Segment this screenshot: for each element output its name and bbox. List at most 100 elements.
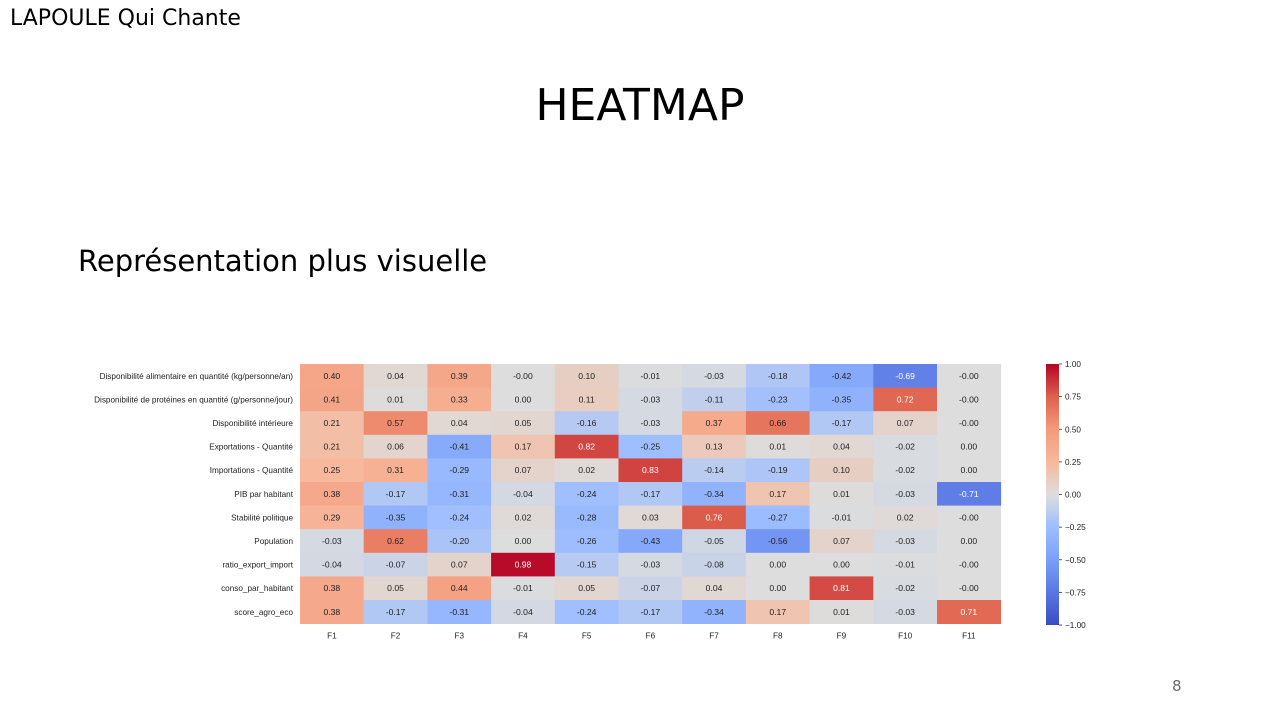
heatmap-value-r9-c2: -0.07 xyxy=(386,560,406,570)
column-label-F6: F6 xyxy=(646,632,656,641)
heatmap-value-r3-c11: -0.00 xyxy=(959,418,979,428)
heatmap-value-r7-c1: 0.29 xyxy=(323,512,340,522)
heatmap-value-r6-c5: -0.24 xyxy=(577,489,597,499)
heatmap-cell-r1-c7 xyxy=(682,364,747,388)
colorbar-tick-label-7: −0.50 xyxy=(1065,556,1086,565)
row-label-7: Stabilité politique xyxy=(231,513,293,522)
heatmap-cell-r1-c11 xyxy=(937,364,1002,388)
heatmap-cell-r11-c9 xyxy=(809,600,874,624)
heatmap-cell-r10-c5 xyxy=(554,576,619,601)
heatmap-cell-r8-c6 xyxy=(618,529,683,554)
heatmap-value-r5-c9: 0.10 xyxy=(833,465,850,475)
heatmap-value-r5-c1: 0.25 xyxy=(323,465,340,475)
heatmap-cell-r7-c8 xyxy=(745,505,810,530)
heatmap-value-r11-c8: 0.17 xyxy=(769,607,786,617)
heatmap-cell-r11-c2 xyxy=(363,600,428,624)
heatmap-cell-r7-c2 xyxy=(363,505,428,530)
heatmap-cell-r10-c3 xyxy=(427,576,492,601)
heatmap-cell-r5-c7 xyxy=(682,458,747,483)
row-label-11: score_agro_eco xyxy=(234,608,293,617)
slide-title: HEATMAP xyxy=(535,80,745,131)
heatmap-value-r10-c1: 0.38 xyxy=(323,583,340,593)
row-label-9: ratio_export_import xyxy=(222,561,293,570)
column-label-F7: F7 xyxy=(709,632,719,641)
heatmap-value-r10-c7: 0.04 xyxy=(706,583,723,593)
heatmap-value-r9-c5: -0.15 xyxy=(577,560,597,570)
colorbar-tick-label-6: −0.25 xyxy=(1065,523,1086,532)
heatmap-value-r2-c7: -0.11 xyxy=(705,394,724,404)
heatmap-value-r6-c1: 0.38 xyxy=(323,489,340,499)
heatmap-cell-r10-c11 xyxy=(937,576,1002,601)
heatmap-cell-r6-c8 xyxy=(745,482,810,506)
heatmap-cell-r4-c3 xyxy=(427,434,492,459)
heatmap-cell-r8-c1 xyxy=(300,529,365,554)
heatmap-value-r9-c11: -0.00 xyxy=(959,560,979,570)
heatmap-cell-r9-c6 xyxy=(618,552,683,577)
heatmap-cell-r1-c9 xyxy=(809,364,874,388)
brand-name: LAPOULE Qui Chante xyxy=(10,6,241,31)
heatmap-value-r7-c10: 0.02 xyxy=(897,512,914,522)
heatmap-cell-r9-c8 xyxy=(745,552,810,577)
heatmap-cell-r5-c10 xyxy=(873,458,938,483)
heatmap-value-r6-c2: -0.17 xyxy=(386,489,406,499)
heatmap-cell-r2-c6 xyxy=(618,387,683,412)
row-label-10: conso_par_habitant xyxy=(221,584,294,593)
heatmap-value-r5-c7: -0.14 xyxy=(704,465,724,475)
heatmap-cell-r10-c4 xyxy=(491,576,556,601)
heatmap-cell-r4-c8 xyxy=(745,434,810,459)
heatmap-value-r10-c5: 0.05 xyxy=(578,583,595,593)
heatmap-value-r8-c6: -0.43 xyxy=(641,536,661,546)
heatmap-value-r1-c1: 0.40 xyxy=(323,371,340,381)
heatmap-value-r3-c3: 0.04 xyxy=(451,418,468,428)
heatmap-cell-r5-c5 xyxy=(554,458,619,483)
heatmap-cell-r5-c4 xyxy=(491,458,556,483)
heatmap-cell-r11-c7 xyxy=(682,600,747,624)
heatmap-value-r11-c9: 0.01 xyxy=(833,607,850,617)
slide-subtitle: Représentation plus visuelle xyxy=(78,244,488,278)
heatmap-value-r10-c10: -0.02 xyxy=(895,583,915,593)
heatmap-cell-r10-c6 xyxy=(618,576,683,601)
heatmap-cell-r4-c2 xyxy=(363,434,428,459)
heatmap-cell-r2-c7 xyxy=(682,387,747,412)
heatmap-cell-r6-c7 xyxy=(682,482,747,506)
heatmap-cell-r3-c9 xyxy=(809,411,874,436)
heatmap-cell-r11-c11 xyxy=(937,600,1002,624)
heatmap-cell-r3-c1 xyxy=(300,411,365,436)
heatmap-cell-r4-c6 xyxy=(618,434,683,459)
colorbar-tick-label-8: −0.75 xyxy=(1065,588,1086,597)
heatmap-cell-r1-c2 xyxy=(363,364,428,388)
heatmap-value-r1-c7: -0.03 xyxy=(704,371,724,381)
heatmap-cell-r2-c2 xyxy=(363,387,428,412)
heatmap-cell-r5-c1 xyxy=(300,458,365,483)
colorbar-tick-label-5: 0.00 xyxy=(1065,491,1081,500)
heatmap-value-r5-c3: -0.29 xyxy=(449,465,469,475)
heatmap-cell-r6-c5 xyxy=(554,482,619,506)
heatmap-value-r3-c4: 0.05 xyxy=(515,418,532,428)
heatmap-value-r7-c8: -0.27 xyxy=(768,512,788,522)
heatmap-value-r4-c10: -0.02 xyxy=(895,442,915,452)
heatmap-cell-r7-c5 xyxy=(554,505,619,530)
heatmap-cell-r8-c2 xyxy=(363,529,428,554)
heatmap-value-r5-c4: 0.07 xyxy=(515,465,532,475)
heatmap-value-r4-c4: 0.17 xyxy=(515,442,532,452)
heatmap-value-r4-c7: 0.13 xyxy=(706,442,723,452)
heatmap-value-r7-c11: -0.00 xyxy=(959,512,979,522)
heatmap-cell-r2-c11 xyxy=(937,387,1002,412)
heatmap-cell-r4-c9 xyxy=(809,434,874,459)
heatmap-value-r1-c2: 0.04 xyxy=(387,371,404,381)
heatmap-value-r3-c8: 0.66 xyxy=(769,418,786,428)
colorbar-ticks: 1.00 0.75 0.50 0.25 0.00 −0.25 −0.50 −0.75 −1.00 xyxy=(1059,360,1086,630)
column-label-F3: F3 xyxy=(454,632,464,641)
heatmap-cell-r10-c2 xyxy=(363,576,428,601)
heatmap-cell-r11-c3 xyxy=(427,600,492,624)
column-label-F1: F1 xyxy=(327,632,337,641)
heatmap-value-r4-c5: 0.82 xyxy=(578,442,595,452)
heatmap-value-r4-c1: 0.21 xyxy=(323,442,340,452)
heatmap-cell-r1-c3 xyxy=(427,364,492,388)
heatmap-cell-r1-c10 xyxy=(873,364,938,388)
heatmap-value-r6-c10: -0.03 xyxy=(895,489,915,499)
heatmap-cell-r9-c1 xyxy=(300,552,365,577)
heatmap-cell-r2-c5 xyxy=(554,387,619,412)
heatmap-cell-r3-c2 xyxy=(363,411,428,436)
heatmap-value-r4-c6: -0.25 xyxy=(641,442,661,452)
